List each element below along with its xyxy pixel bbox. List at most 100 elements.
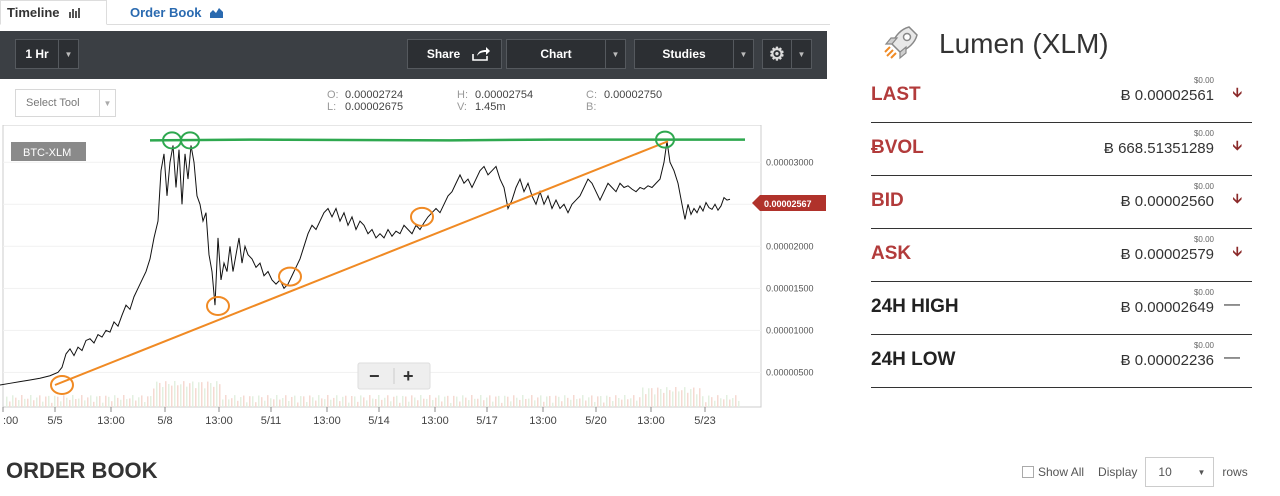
chart-type-dropdown[interactable]: Chart ▼ [506,39,626,69]
x-tick-label: 5/23 [694,415,715,427]
volume-bar [543,401,545,407]
volume-bar [552,402,554,407]
chart-toolbar: 1 Hr ▼ Share Chart ▼ Studies ▼ ⚙ ▼ [0,31,827,79]
volume-bar [219,384,221,407]
chevron-down-icon: ▼ [1197,467,1206,477]
tab-order-book[interactable]: Order Book [130,0,224,25]
volume-bar [426,398,428,407]
symbol-label: BTC-XLM [23,147,71,159]
volume-bar [156,381,158,407]
volume-bar [336,395,338,407]
volume-bar [48,395,50,407]
volume-bar [216,381,218,407]
x-tick-label: 5/5 [47,415,62,427]
x-tick-label: 5/17 [476,415,497,427]
settings-dropdown[interactable]: ⚙ ▼ [762,39,812,69]
volume-bar [570,399,572,407]
show-all-checkbox[interactable] [1022,466,1034,478]
volume-bar [378,395,380,407]
stat-usd-value: $0.00 [1193,182,1214,191]
volume-bar [150,396,152,407]
stat-row: 24H LOW $0.00 Ƀ 0.00002236 — [871,335,1252,388]
volume-bar [723,399,725,407]
volume-bar [129,398,131,407]
x-tick-label: :00 [3,415,18,427]
volume-bar [726,395,728,407]
volume-bar [630,398,632,407]
volume-bar [45,396,47,407]
stat-row: 24H HIGH $0.00 Ƀ 0.00002649 — [871,282,1252,335]
volume-bar [105,395,107,407]
volume-bar [240,397,242,407]
volume-bar [387,395,389,407]
y-tick-label: 0.00001000 [766,325,814,335]
volume-bar [633,395,635,407]
resistance-marker [180,131,200,150]
studies-dropdown[interactable]: Studies ▼ [634,39,754,69]
volume-bar [162,387,164,407]
volume-bar [69,399,71,407]
volume-bar [645,394,647,407]
volume-bar [495,396,497,407]
volume-bar [528,398,530,407]
volume-bar [159,382,161,407]
volume-bar [225,395,227,407]
tab-bar: Timeline Order Book [0,0,830,25]
volume-bar [168,384,170,407]
zoom-in-button[interactable]: + [403,366,414,386]
volume-bar [63,395,65,407]
volume-bar [585,400,587,407]
x-tick-label: 13:00 [313,415,341,427]
volume-bar [738,400,740,407]
y-tick-label: 0.00003000 [766,157,814,167]
volume-bar [120,399,122,407]
price-chart[interactable]: 0.000030000.000025000.000020000.00001500… [0,124,827,430]
chevron-down-icon: ▼ [605,40,625,68]
volume-bar [567,397,569,407]
volume-bar [393,396,395,407]
volume-bar [183,381,185,407]
volume-bar [342,396,344,407]
volume-bar [699,388,701,407]
volume-bar [66,397,68,407]
volume-bar [204,388,206,407]
volume-bar [306,402,308,407]
dash-icon: — [1224,349,1240,366]
volume-bar [690,389,692,407]
stat-usd-value: $0.00 [1193,129,1214,138]
volume-bar [441,401,443,407]
bar-chart-icon [68,8,80,18]
interval-dropdown[interactable]: 1 Hr ▼ [15,39,79,69]
x-tick-label: 13:00 [637,415,665,427]
volume-bar [714,400,716,407]
volume-bar [639,397,641,407]
volume-bar [498,395,500,407]
volume-bar [279,399,281,407]
volume-bar [459,401,461,407]
volume-bar [33,400,35,407]
volume-bar [123,395,125,407]
price-chart-svg[interactable]: 0.000030000.000025000.000020000.00001500… [0,124,827,430]
zoom-out-button[interactable]: − [369,366,380,386]
volume-bar [30,395,32,407]
volume-bar [642,387,644,407]
volume-bar [75,398,77,407]
high-value: 0.00002754 [475,89,534,101]
tab-timeline[interactable]: Timeline [0,0,107,25]
stat-label: 24H LOW [871,349,956,370]
volume-bar [210,383,212,407]
volume-bar [252,396,254,407]
volume-bar [417,400,419,407]
volume-bar [429,395,431,407]
volume-bar [438,395,440,407]
volume-bar [324,399,326,407]
interval-label: 1 Hr [25,47,49,61]
share-button[interactable]: Share [407,39,502,69]
select-tool-dropdown[interactable]: Select Tool ▼ [15,89,116,117]
rows-select[interactable]: 10 ▼ [1145,457,1215,487]
open-key: O: [327,89,339,101]
volume-key: V: [457,101,467,113]
volume-bar [288,400,290,407]
arrow-down-icon: 🡫 [1232,244,1242,259]
volume-bar [576,399,578,407]
